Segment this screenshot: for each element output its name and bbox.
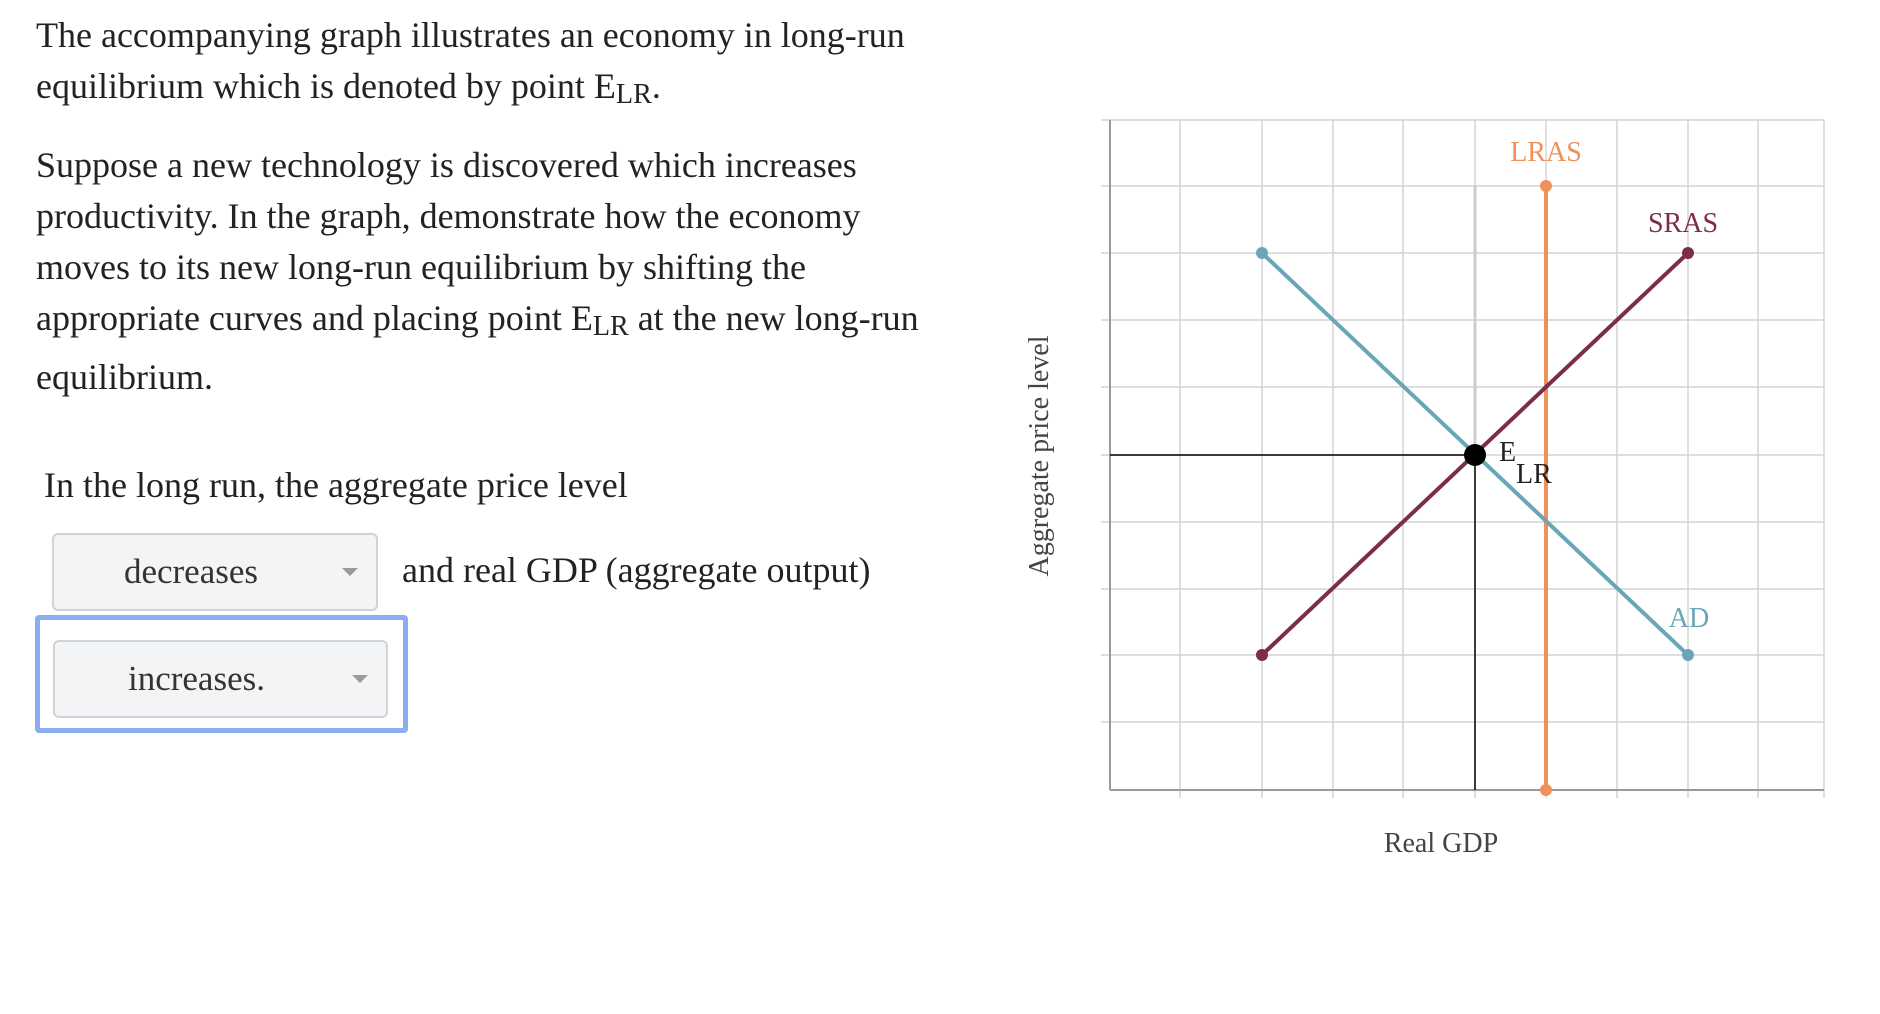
lras-label: LRAS [1510,137,1582,168]
price-level-select[interactable]: decreases [52,533,378,611]
sras-label: SRAS [1648,208,1718,239]
ad-handle-right[interactable] [1682,649,1694,661]
chevron-down-icon [342,568,358,576]
ad-handle-left[interactable] [1256,247,1268,259]
lras-handle-top[interactable] [1540,180,1552,192]
elr-label: E [1499,437,1516,468]
lras-handle-bottom[interactable] [1540,784,1552,796]
question-paragraph-1: The accompanying graph illustrates an ec… [36,10,936,120]
real-gdp-select-value: increases. [128,659,265,699]
elr-point[interactable] [1464,444,1486,466]
ad-as-graph[interactable]: LRAS SRAS AD E LR Real GDP Aggregate pri… [1000,90,1840,870]
price-level-select-value: decreases [124,552,258,592]
question-paragraph-2: Suppose a new technology is discovered w… [36,140,936,403]
answer-connector-text: and real GDP (aggregate output) [402,548,871,592]
answer-prompt: In the long run, the aggregate price lev… [44,463,628,507]
x-axis-label: Real GDP [1384,828,1498,859]
y-axis-label: Aggregate price level [1024,335,1055,576]
ad-label: AD [1669,603,1709,634]
question-text: The accompanying graph illustrates an ec… [36,10,936,423]
sras-handle-left[interactable] [1256,649,1268,661]
sras-handle-right[interactable] [1682,247,1694,259]
elr-label-subscript: LR [1516,459,1552,490]
real-gdp-select[interactable]: increases. [53,640,388,718]
chevron-down-icon [352,675,368,683]
